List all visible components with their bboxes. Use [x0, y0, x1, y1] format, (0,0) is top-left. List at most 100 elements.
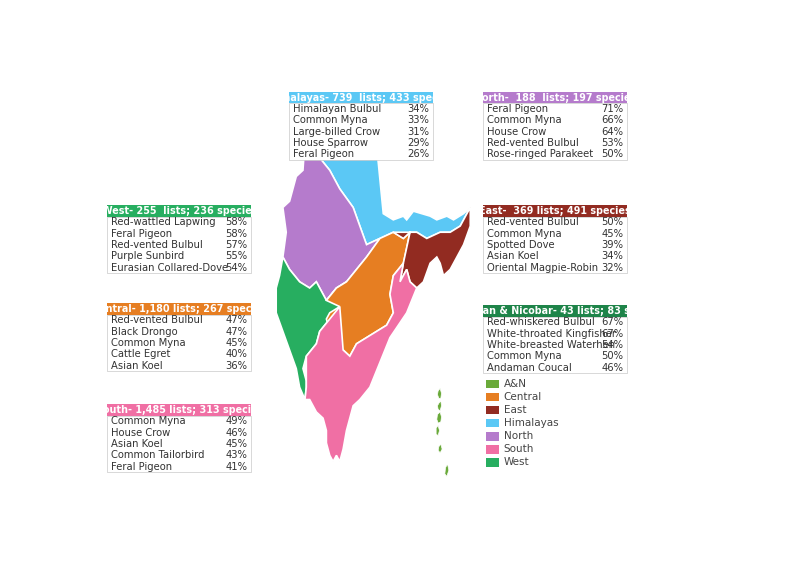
FancyBboxPatch shape [107, 303, 251, 315]
Text: Rose-ringed Parakeet: Rose-ringed Parakeet [487, 149, 593, 159]
Text: 50%: 50% [602, 351, 623, 362]
FancyBboxPatch shape [486, 380, 498, 388]
Text: East: East [504, 405, 526, 415]
FancyBboxPatch shape [486, 458, 498, 467]
Text: 50%: 50% [602, 149, 623, 159]
FancyBboxPatch shape [107, 404, 251, 415]
Text: Feral Pigeon: Feral Pigeon [111, 229, 172, 238]
Text: White-throated Kingfisher: White-throated Kingfisher [487, 329, 616, 339]
Text: 50%: 50% [602, 217, 623, 227]
Text: Red-vented Bulbul: Red-vented Bulbul [487, 138, 578, 148]
Text: Common Myna: Common Myna [111, 417, 186, 426]
FancyBboxPatch shape [483, 217, 627, 273]
Text: Oriental Magpie-Robin: Oriental Magpie-Robin [487, 263, 598, 272]
Text: Red-wattled Lapwing: Red-wattled Lapwing [111, 217, 216, 227]
Text: Common Myna: Common Myna [487, 229, 562, 238]
Polygon shape [438, 388, 442, 398]
Text: Central- 1,180 lists; 267 species: Central- 1,180 lists; 267 species [92, 304, 267, 314]
FancyBboxPatch shape [107, 415, 251, 473]
FancyBboxPatch shape [486, 445, 498, 453]
Text: 43%: 43% [226, 451, 247, 460]
Text: 54%: 54% [602, 340, 623, 350]
Text: 40%: 40% [226, 349, 247, 359]
Text: 45%: 45% [602, 229, 623, 238]
Text: 67%: 67% [601, 318, 623, 328]
Text: 54%: 54% [226, 263, 247, 272]
Text: 26%: 26% [407, 149, 430, 159]
Polygon shape [438, 401, 442, 411]
Text: Common Myna: Common Myna [487, 115, 562, 125]
Polygon shape [306, 104, 470, 245]
Text: Common Myna: Common Myna [293, 115, 367, 125]
Text: Feral Pigeon: Feral Pigeon [293, 149, 354, 159]
FancyBboxPatch shape [486, 432, 498, 440]
FancyBboxPatch shape [483, 306, 627, 317]
Text: 49%: 49% [226, 417, 247, 426]
Text: Purple Sunbird: Purple Sunbird [111, 251, 185, 261]
FancyBboxPatch shape [483, 205, 627, 217]
Text: Feral Pigeon: Feral Pigeon [487, 104, 548, 114]
Text: East-  369 lists; 491 species: East- 369 lists; 491 species [479, 206, 631, 216]
Polygon shape [305, 263, 417, 461]
Text: House Crow: House Crow [487, 127, 546, 136]
Text: Andaman Coucal: Andaman Coucal [487, 363, 572, 373]
Text: House Crow: House Crow [111, 428, 170, 438]
FancyBboxPatch shape [289, 103, 433, 160]
Text: Asian Koel: Asian Koel [487, 251, 538, 261]
Text: 45%: 45% [226, 439, 247, 449]
Text: 58%: 58% [226, 229, 247, 238]
Text: 39%: 39% [602, 240, 623, 250]
FancyBboxPatch shape [107, 205, 251, 217]
Text: 41%: 41% [226, 462, 247, 471]
Text: Red-vented Bulbul: Red-vented Bulbul [111, 240, 203, 250]
Text: House Sparrow: House Sparrow [293, 138, 368, 148]
Text: Common Myna: Common Myna [111, 338, 186, 348]
Text: 47%: 47% [226, 327, 247, 337]
Polygon shape [394, 208, 470, 288]
Text: 66%: 66% [601, 115, 623, 125]
Text: Large-billed Crow: Large-billed Crow [293, 127, 380, 136]
Text: Red-whiskered Bulbul: Red-whiskered Bulbul [487, 318, 594, 328]
Text: North: North [504, 431, 533, 441]
Text: 46%: 46% [602, 363, 623, 373]
Text: A&N: A&N [504, 379, 526, 389]
Text: Red-vented Bulbul: Red-vented Bulbul [487, 217, 578, 227]
Text: Red-vented Bulbul: Red-vented Bulbul [111, 315, 203, 325]
Text: Asian Koel: Asian Koel [111, 439, 162, 449]
Text: 36%: 36% [226, 361, 247, 371]
Text: Andaman & Nicobar- 43 lists; 83 species: Andaman & Nicobar- 43 lists; 83 species [446, 306, 665, 316]
Polygon shape [437, 412, 442, 423]
Text: Cattle Egret: Cattle Egret [111, 349, 170, 359]
Text: Himalayas: Himalayas [504, 418, 558, 428]
FancyBboxPatch shape [289, 92, 433, 103]
Text: South: South [504, 444, 534, 454]
Polygon shape [445, 464, 449, 477]
Polygon shape [276, 257, 346, 400]
Text: 64%: 64% [602, 127, 623, 136]
Text: 45%: 45% [226, 338, 247, 348]
Text: South- 1,485 lists; 313 species: South- 1,485 lists; 313 species [96, 405, 263, 415]
FancyBboxPatch shape [483, 103, 627, 160]
FancyBboxPatch shape [486, 406, 498, 414]
Text: 29%: 29% [407, 138, 430, 148]
FancyBboxPatch shape [107, 315, 251, 371]
Text: 34%: 34% [407, 104, 430, 114]
Text: Eurasian Collared-Dove: Eurasian Collared-Dove [111, 263, 228, 272]
FancyBboxPatch shape [486, 419, 498, 427]
Text: 46%: 46% [226, 428, 247, 438]
Polygon shape [436, 426, 439, 435]
Text: Common Myna: Common Myna [487, 351, 562, 362]
Text: 55%: 55% [226, 251, 247, 261]
Text: 58%: 58% [226, 217, 247, 227]
Text: Himalayas- 739  lists; 433 species: Himalayas- 739 lists; 433 species [269, 93, 454, 102]
Text: West- 255  lists; 236 species: West- 255 lists; 236 species [102, 206, 257, 216]
Text: Feral Pigeon: Feral Pigeon [111, 462, 172, 471]
Text: 47%: 47% [226, 315, 247, 325]
FancyBboxPatch shape [483, 317, 627, 374]
Text: 53%: 53% [602, 138, 623, 148]
FancyBboxPatch shape [483, 92, 627, 103]
Text: 31%: 31% [407, 127, 430, 136]
Text: West: West [504, 457, 530, 468]
Text: White-breasted Waterhen: White-breasted Waterhen [487, 340, 615, 350]
Text: 57%: 57% [226, 240, 247, 250]
